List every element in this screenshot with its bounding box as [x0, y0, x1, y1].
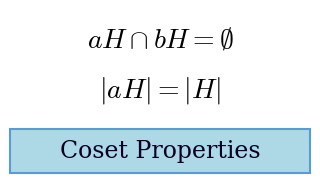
- FancyBboxPatch shape: [10, 129, 310, 173]
- Text: $|aH| = |H|$: $|aH| = |H|$: [99, 75, 221, 105]
- Text: Coset Properties: Coset Properties: [60, 140, 260, 163]
- Text: $aH \cap bH = \emptyset$: $aH \cap bH = \emptyset$: [86, 26, 234, 54]
